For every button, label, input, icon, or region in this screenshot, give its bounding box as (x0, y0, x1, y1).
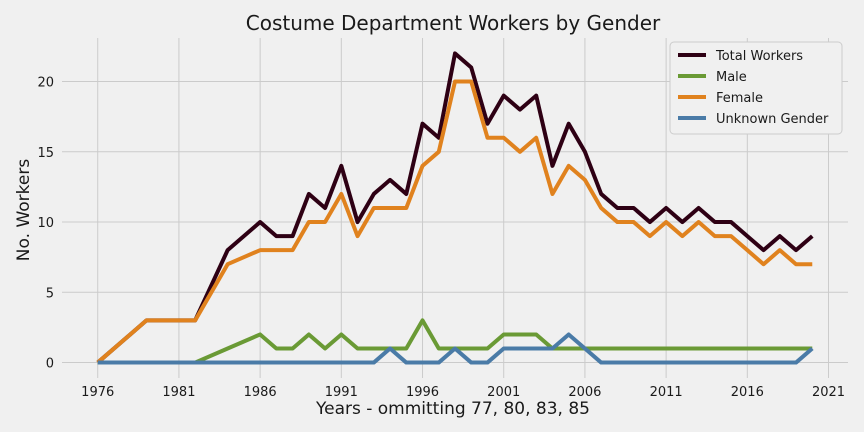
y-tick-label: 0 (46, 357, 54, 372)
x-tick-label: 2021 (812, 385, 845, 400)
x-tick-label: 2011 (650, 385, 683, 400)
y-tick-label: 5 (46, 286, 54, 301)
legend: Total Workers Male Female Unknown Gender (669, 41, 843, 135)
x-tick-label: 1976 (81, 385, 114, 400)
tick-labels: 1976 1981 1986 1991 1996 2001 2006 2011 2016 2021… (37, 76, 845, 400)
x-tick-label: 1991 (325, 385, 358, 400)
x-tick-label: 2016 (731, 385, 764, 400)
series-lines (96, 51, 814, 365)
y-tick-label: 20 (37, 76, 54, 91)
legend-label: Male (716, 70, 747, 85)
legend-label: Total Workers (715, 49, 803, 64)
series-line-male (97, 318, 813, 365)
x-tick-label: 1986 (244, 385, 277, 400)
legend-box (669, 41, 843, 135)
legend-label: Unknown Gender (716, 112, 829, 127)
x-tick-label: 1996 (406, 385, 439, 400)
legend-label: Female (716, 91, 763, 106)
y-tick-label: 10 (37, 216, 54, 231)
chart-title: Costume Department Workers by Gender (246, 11, 661, 35)
series-line-unknown-gender (97, 332, 814, 365)
x-tick-label: 1981 (162, 385, 195, 400)
y-axis-label: No. Workers (14, 159, 34, 262)
x-axis-label: Years - ommitting 77, 80, 83, 85 (315, 399, 590, 419)
series-line-female (96, 79, 813, 365)
x-tick-label: 2001 (487, 385, 520, 400)
x-tick-label: 2006 (568, 385, 601, 400)
y-tick-label: 15 (37, 146, 54, 161)
series-line-total-workers (96, 51, 814, 365)
